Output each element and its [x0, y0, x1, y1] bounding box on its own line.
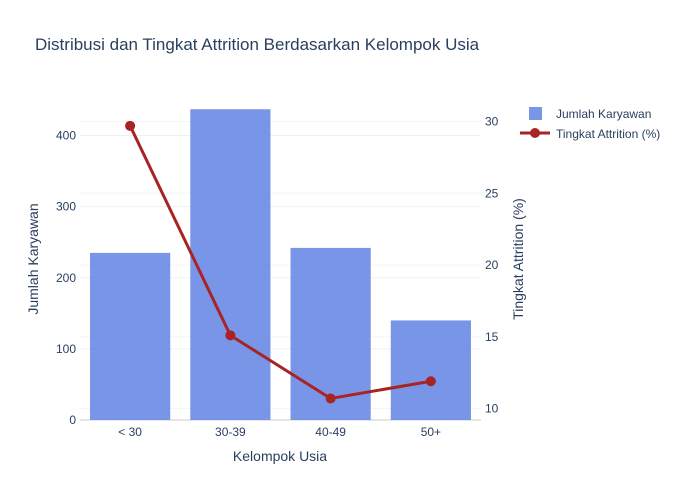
line-point[interactable] — [225, 330, 236, 341]
y2-tick-label: 20 — [485, 258, 499, 272]
y2-tick-label: 10 — [485, 402, 499, 416]
y-tick-label: 0 — [69, 413, 76, 427]
line-series — [125, 120, 436, 404]
x-tick-label: 50+ — [421, 425, 441, 439]
y2-tick-label: 25 — [485, 186, 499, 200]
x-tick-label: 40-49 — [315, 425, 346, 439]
y-tick-label: 400 — [56, 129, 76, 143]
y2-tick-label: 30 — [485, 115, 499, 129]
right-axis-ticks: 10 15 20 25 30 — [485, 115, 499, 416]
legend: Jumlah Karyawan Tingkat Attrition (%) — [520, 107, 660, 141]
y-tick-label: 200 — [56, 271, 76, 285]
legend-bar-label[interactable]: Jumlah Karyawan — [556, 107, 651, 121]
bar[interactable] — [390, 320, 471, 420]
y-tick-label: 300 — [56, 200, 76, 214]
x-axis-ticks: < 30 30-39 40-49 50+ — [118, 425, 441, 439]
attrition-line — [128, 125, 432, 401]
chart-title: Distribusi dan Tingkat Attrition Berdasa… — [35, 35, 480, 54]
line-point[interactable] — [325, 393, 336, 404]
line-point[interactable] — [125, 120, 136, 131]
x-tick-label: 30-39 — [215, 425, 246, 439]
line-point[interactable] — [425, 376, 436, 387]
left-axis-ticks: 0 100 200 300 400 — [56, 129, 76, 427]
legend-line-label[interactable]: Tingkat Attrition (%) — [556, 127, 660, 141]
x-tick-label: < 30 — [118, 425, 142, 439]
y2-axis-title: Tingkat Attrition (%) — [510, 198, 526, 320]
y-tick-label: 100 — [56, 342, 76, 356]
y-axis-title: Jumlah Karyawan — [25, 203, 41, 314]
bar[interactable] — [290, 247, 371, 420]
y2-tick-label: 15 — [485, 330, 499, 344]
legend-line-marker[interactable] — [530, 128, 540, 138]
bar-series — [90, 109, 471, 420]
legend-bar-swatch[interactable] — [529, 107, 542, 120]
x-axis-title: Kelompok Usia — [233, 448, 327, 464]
bar[interactable] — [190, 109, 271, 420]
bar[interactable] — [90, 252, 171, 420]
